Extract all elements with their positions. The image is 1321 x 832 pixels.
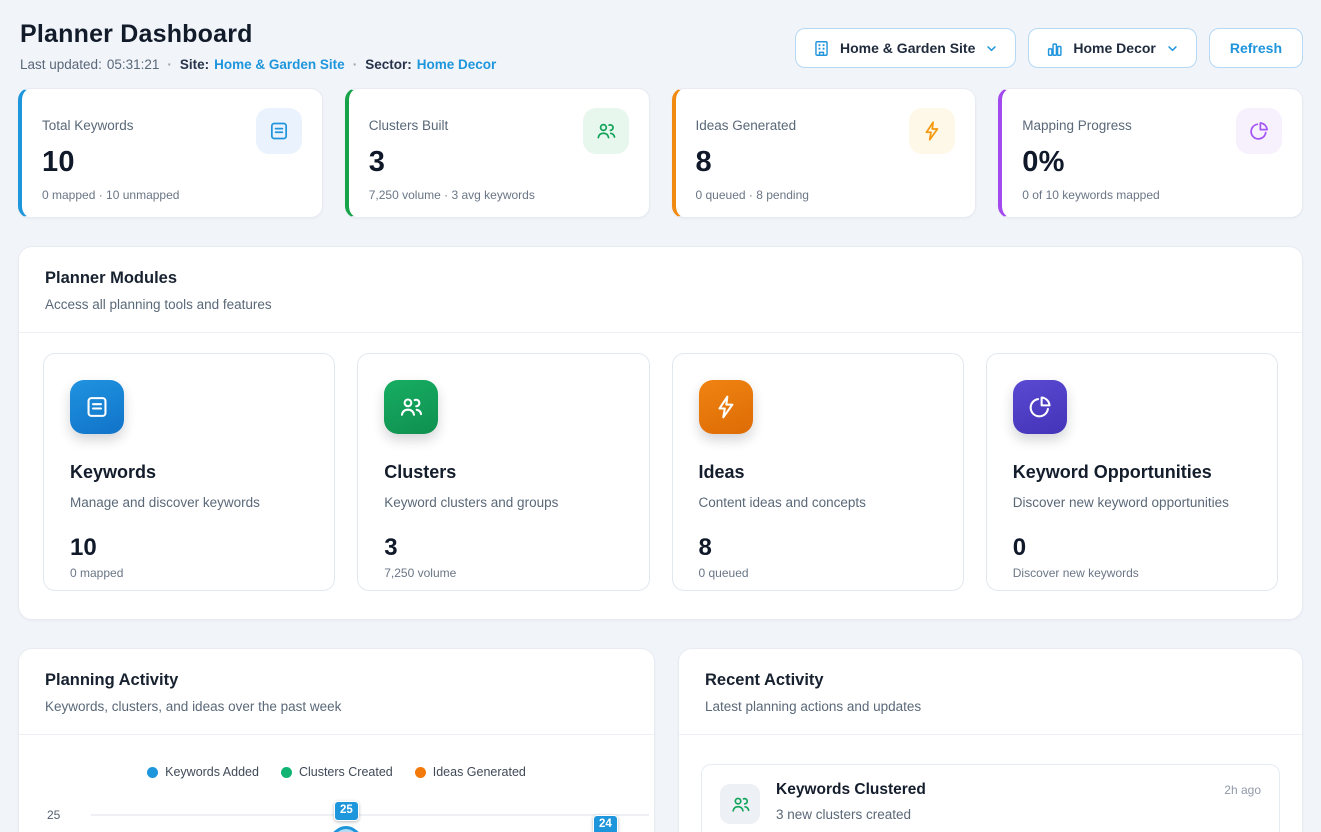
site-label: Site: (180, 57, 209, 72)
sector-link[interactable]: Home Decor (417, 57, 497, 72)
stat-card-mapping-progress: Mapping Progress 0% 0 of 10 keywords map… (998, 88, 1303, 218)
chevron-down-icon (984, 41, 999, 56)
module-description: Manage and discover keywords (70, 495, 308, 510)
stat-label: Total Keywords (42, 118, 134, 133)
module-value: 8 (699, 534, 937, 562)
bottom-row: Planning Activity Keywords, clusters, an… (18, 648, 1303, 832)
users-icon (583, 108, 629, 154)
activity-panel-subtitle: Keywords, clusters, and ideas over the p… (45, 699, 628, 714)
module-description: Keyword clusters and groups (384, 495, 622, 510)
modules-grid: Keywords Manage and discover keywords 10… (19, 333, 1302, 619)
module-detail: Discover new keywords (1013, 566, 1251, 580)
header-controls: Home & Garden Site Home Decor Refresh (795, 28, 1303, 68)
document-icon (256, 108, 302, 154)
last-updated-label: Last updated: (20, 57, 102, 72)
users-icon (720, 784, 760, 824)
stat-card-ideas-generated: Ideas Generated 8 0 queued · 8 pending (672, 88, 977, 218)
bar-chart-icon (1045, 39, 1064, 58)
stat-label: Ideas Generated (696, 118, 797, 133)
stat-label: Clusters Built (369, 118, 449, 133)
activity-item-title: Keywords Clustered (776, 781, 926, 799)
module-detail: 7,250 volume (384, 566, 622, 580)
modules-panel-title: Planner Modules (45, 269, 1276, 288)
legend-item-clusters-created[interactable]: Clusters Created (281, 765, 393, 779)
planner-dashboard-app: Planner Dashboard Last updated: 05:31:21 … (0, 0, 1321, 832)
stat-detail: 7,250 volume · 3 avg keywords (369, 188, 629, 202)
legend-dot-blue (147, 767, 158, 778)
module-card-keyword-opportunities[interactable]: Keyword Opportunities Discover new keywo… (986, 353, 1278, 591)
lightning-icon (909, 108, 955, 154)
activity-item-description: 3 new clusters created (776, 807, 1261, 822)
module-card-ideas[interactable]: Ideas Content ideas and concepts 8 0 que… (672, 353, 964, 591)
stat-detail: 0 mapped · 10 unmapped (42, 188, 302, 202)
module-value: 10 (70, 534, 308, 562)
module-value: 0 (1013, 534, 1251, 562)
legend-dot-green (281, 767, 292, 778)
page-header: Planner Dashboard Last updated: 05:31:21 … (0, 0, 1321, 72)
chart-plot-area: 25 25 24 (19, 799, 654, 832)
legend-item-ideas-generated[interactable]: Ideas Generated (415, 765, 526, 779)
data-point-label: 24 (593, 815, 618, 832)
module-card-clusters[interactable]: Clusters Keyword clusters and groups 3 7… (357, 353, 649, 591)
site-dropdown-label: Home & Garden Site (840, 40, 975, 56)
recent-panel-title: Recent Activity (705, 671, 1276, 690)
legend-label: Clusters Created (299, 765, 393, 779)
stat-detail: 0 queued · 8 pending (696, 188, 956, 202)
planner-modules-panel: Planner Modules Access all planning tool… (18, 246, 1303, 620)
last-updated-time: 05:31:21 (107, 57, 160, 72)
recent-panel-subtitle: Latest planning actions and updates (705, 699, 1276, 714)
activity-item-keywords-clustered: Keywords Clustered 2h ago 3 new clusters… (701, 764, 1280, 832)
meta-separator: · (353, 57, 358, 72)
stats-row: Total Keywords 10 0 mapped · 10 unmapped… (18, 88, 1303, 218)
module-detail: 0 queued (699, 566, 937, 580)
building-icon (812, 39, 831, 58)
module-title: Keyword Opportunities (1013, 462, 1251, 483)
module-title: Clusters (384, 462, 622, 483)
meta-separator: · (167, 57, 172, 72)
lightning-icon (699, 380, 753, 434)
planning-activity-panel: Planning Activity Keywords, clusters, an… (18, 648, 655, 832)
legend-dot-orange (415, 767, 426, 778)
stat-card-clusters-built: Clusters Built 3 7,250 volume · 3 avg ke… (345, 88, 650, 218)
activity-panel-title: Planning Activity (45, 671, 628, 690)
module-detail: 0 mapped (70, 566, 308, 580)
module-description: Discover new keyword opportunities (1013, 495, 1251, 510)
sector-label: Sector: (365, 57, 412, 72)
keywords-added-area-series (91, 799, 649, 832)
chevron-down-icon (1165, 41, 1180, 56)
sector-dropdown-button[interactable]: Home Decor (1028, 28, 1196, 68)
modules-panel-subtitle: Access all planning tools and features (45, 297, 1276, 312)
page-meta: Last updated: 05:31:21 · Site: Home & Gar… (20, 57, 496, 72)
data-point-label: 25 (334, 801, 359, 821)
module-value: 3 (384, 534, 622, 562)
module-card-keywords[interactable]: Keywords Manage and discover keywords 10… (43, 353, 335, 591)
legend-item-keywords-added[interactable]: Keywords Added (147, 765, 259, 779)
module-description: Content ideas and concepts (699, 495, 937, 510)
legend-label: Keywords Added (165, 765, 259, 779)
pie-chart-icon (1236, 108, 1282, 154)
stat-detail: 0 of 10 keywords mapped (1022, 188, 1282, 202)
stat-card-total-keywords: Total Keywords 10 0 mapped · 10 unmapped (18, 88, 323, 218)
module-title: Ideas (699, 462, 937, 483)
recent-activity-panel: Recent Activity Latest planning actions … (678, 648, 1303, 832)
y-axis-tick-25: 25 (47, 808, 60, 822)
legend-label: Ideas Generated (433, 765, 526, 779)
chart-legend: Keywords Added Clusters Created Ideas Ge… (19, 765, 654, 779)
sector-dropdown-label: Home Decor (1073, 40, 1155, 56)
site-dropdown-button[interactable]: Home & Garden Site (795, 28, 1016, 68)
stat-label: Mapping Progress (1022, 118, 1132, 133)
site-link[interactable]: Home & Garden Site (214, 57, 345, 72)
refresh-button[interactable]: Refresh (1209, 28, 1303, 68)
pie-chart-icon (1013, 380, 1067, 434)
module-title: Keywords (70, 462, 308, 483)
document-icon (70, 380, 124, 434)
page-title: Planner Dashboard (20, 20, 496, 49)
users-icon (384, 380, 438, 434)
activity-item-time: 2h ago (1224, 783, 1261, 797)
planning-activity-chart: Keywords Added Clusters Created Ideas Ge… (19, 735, 654, 832)
refresh-label: Refresh (1230, 40, 1282, 56)
